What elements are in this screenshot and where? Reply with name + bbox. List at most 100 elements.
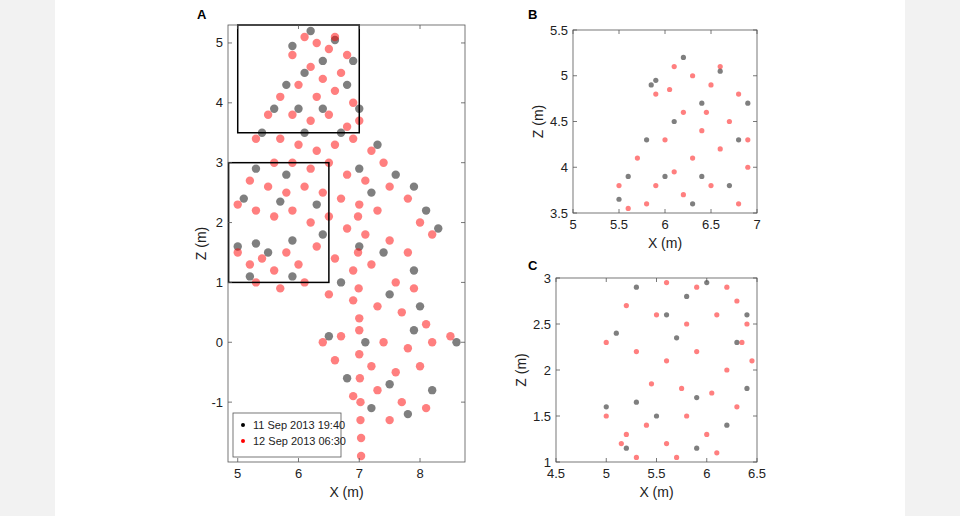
background: [0, 0, 960, 516]
point: [252, 239, 260, 247]
y-tick: [753, 75, 757, 76]
point: [252, 164, 260, 172]
point: [664, 441, 669, 446]
y-tick-label: 4: [216, 95, 223, 110]
point: [624, 446, 629, 451]
point: [361, 176, 369, 184]
y-tick-label: 3: [216, 155, 223, 170]
x-tick: [359, 25, 360, 29]
point: [313, 147, 321, 155]
x-tick: [420, 458, 421, 462]
point: [258, 254, 266, 262]
point: [724, 285, 729, 290]
point: [428, 230, 436, 238]
point: [704, 432, 709, 437]
point: [392, 368, 400, 376]
figure: 5678-1012345X (m)Z (m)A11 Sep 2013 19:40…: [0, 0, 960, 516]
point: [319, 105, 327, 113]
y-axis-label: Z (m): [530, 105, 546, 138]
point: [392, 278, 400, 286]
y-tick: [228, 282, 232, 283]
point: [319, 57, 327, 65]
x-tick: [556, 278, 557, 282]
point: [331, 87, 339, 95]
point: [276, 284, 284, 292]
point: [694, 349, 699, 354]
point: [416, 362, 424, 370]
plot-frame: [228, 25, 465, 462]
point: [367, 362, 375, 370]
point: [649, 82, 654, 87]
point: [373, 386, 381, 394]
point: [349, 296, 357, 304]
y-tick: [461, 102, 465, 103]
point: [664, 358, 669, 363]
point: [619, 441, 624, 446]
point: [422, 206, 430, 214]
x-tick: [573, 209, 574, 213]
x-tick-label: 7: [356, 466, 363, 481]
y-axis-label: Z (m): [513, 353, 529, 386]
point: [404, 344, 412, 352]
point: [624, 432, 629, 437]
point: [288, 111, 296, 119]
point: [644, 201, 649, 206]
point: [234, 200, 242, 208]
point: [667, 87, 672, 92]
point: [282, 81, 290, 89]
y-tick: [461, 402, 465, 403]
point: [325, 290, 333, 298]
y-tick: [753, 213, 757, 214]
point: [264, 111, 272, 119]
data-layer: [234, 27, 461, 460]
point: [294, 81, 302, 89]
point: [649, 381, 654, 386]
point: [306, 164, 314, 172]
point: [252, 206, 260, 214]
y-tick: [753, 278, 757, 279]
point: [709, 390, 714, 395]
point: [294, 141, 302, 149]
y-tick: [753, 30, 757, 31]
point: [270, 212, 278, 220]
point: [662, 137, 667, 142]
y-tick: [573, 213, 577, 214]
point: [653, 78, 658, 83]
y-tick: [228, 42, 232, 43]
data-layer: [604, 280, 755, 460]
point: [744, 321, 749, 326]
point: [745, 137, 750, 142]
point: [337, 332, 345, 340]
point: [355, 200, 363, 208]
point: [276, 93, 284, 101]
point: [385, 290, 393, 298]
panel: 5678-1012345X (m)Z (m)A11 Sep 2013 19:40…: [193, 7, 465, 500]
point: [294, 105, 302, 113]
y-tick: [556, 370, 560, 371]
point: [672, 169, 677, 174]
point: [343, 81, 351, 89]
y-tick: [228, 222, 232, 223]
x-tick: [757, 209, 758, 213]
series: [604, 280, 755, 460]
point: [699, 101, 704, 106]
point: [361, 338, 369, 346]
point: [355, 314, 363, 322]
y-tick: [228, 162, 232, 163]
point: [385, 236, 393, 244]
x-tick: [619, 209, 620, 213]
y-tick-label: 0: [216, 335, 223, 350]
point: [288, 272, 296, 280]
point: [662, 174, 667, 179]
point: [385, 182, 393, 190]
x-tick-label: 6.5: [748, 466, 766, 481]
y-tick-label: 3: [544, 271, 551, 286]
y-tick-label: 4: [561, 160, 568, 175]
point: [319, 338, 327, 346]
series: [616, 64, 750, 211]
point: [385, 416, 393, 424]
point: [294, 260, 302, 268]
point: [337, 69, 345, 77]
zoom-box: [229, 163, 329, 283]
point: [653, 91, 658, 96]
